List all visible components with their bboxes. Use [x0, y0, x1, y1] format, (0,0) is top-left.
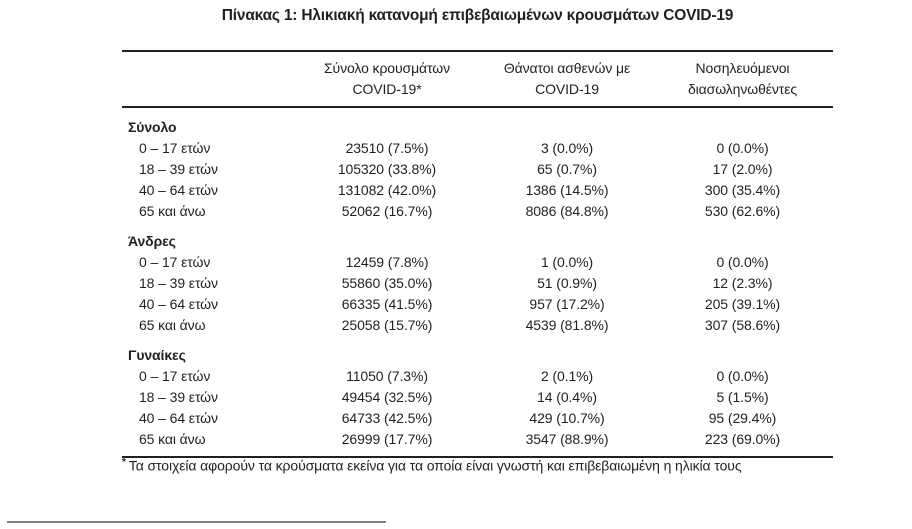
table-header: Σύνολο κρουσμάτων COVID-19* Θάνατοι ασθε…: [122, 50, 833, 108]
data-row: 0 – 17 ετών 23510 (7.5%) 3 (0.0%) 0 (0.0%): [122, 138, 833, 159]
column-header-cases-line2: COVID-19*: [352, 81, 422, 97]
age-group-label: 0 – 17 ετών: [139, 254, 211, 270]
data-row: 40 – 64 ετών 131082 (42.0%) 1386 (14.5%) 30…: [122, 180, 833, 201]
column-header-cases-line1: Σύνολο κρουσμάτων: [323, 60, 451, 76]
intubated-value: 0 (0.0%): [716, 140, 769, 156]
age-group-label: 40 – 64 ετών: [139, 410, 218, 426]
table-header-row: Σύνολο κρουσμάτων COVID-19* Θάνατοι ασθε…: [122, 50, 833, 108]
intubated-value: 530 (62.6%): [704, 203, 781, 219]
age-group-label: 40 – 64 ετών: [139, 182, 218, 198]
footnote-marker: *: [122, 457, 126, 468]
age-group-label: 65 και άνω: [139, 203, 206, 219]
data-row: 18 – 39 ετών 55860 (35.0%) 51 (0.9%) 12 (2.…: [122, 273, 833, 294]
deaths-value: 8086 (84.8%): [525, 203, 609, 219]
footnote: * Τα στοιχεία αφορούν τα κρούσματα εκείνα…: [122, 457, 833, 474]
intubated-value: 95 (29.4%): [708, 410, 777, 426]
table-body: Σύνολο 0 – 17 ετών 23510 (7.5%) 3 (0.0%) 0 (…: [122, 107, 833, 458]
deaths-value: 4539 (81.8%): [525, 317, 609, 333]
intubated-value: 12 (2.3%): [712, 275, 773, 291]
age-group-label: 18 – 39 ετών: [139, 275, 218, 291]
data-row: 65 και άνω 52062 (16.7%) 8086 (84.8%) 530 (…: [122, 201, 833, 222]
cases-value: 49454 (32.5%): [341, 389, 433, 405]
data-row: 0 – 17 ετών 12459 (7.8%) 1 (0.0%) 0 (0.0%): [122, 252, 833, 273]
intubated-value: 0 (0.0%): [716, 254, 769, 270]
column-header-intubated: Νοσηλευόμενοι διασωληνωθέντες: [652, 50, 833, 108]
cases-value: 131082 (42.0%): [337, 182, 437, 198]
footer-separator-line: [7, 521, 386, 523]
cases-value: 23510 (7.5%): [345, 140, 429, 156]
data-row: 18 – 39 ετών 49454 (32.5%) 14 (0.4%) 5 (1.5…: [122, 387, 833, 408]
deaths-value: 65 (0.7%): [537, 161, 597, 177]
column-header-intubated-line1: Νοσηλευόμενοι: [695, 60, 790, 76]
section-label: Άνδρες: [128, 233, 176, 249]
cases-value: 11050 (7.3%): [346, 368, 428, 384]
intubated-value: 17 (2.0%): [712, 161, 773, 177]
footnote-text: Τα στοιχεία αφορούν τα κρούσματα εκείνα …: [128, 457, 742, 474]
section-label: Γυναίκες: [128, 347, 186, 363]
intubated-value: 223 (69.0%): [652, 429, 833, 458]
data-row: 18 – 39 ετών 105320 (33.8%) 65 (0.7%) 17 (2…: [122, 159, 833, 180]
age-group-label: 0 – 17 ετών: [139, 368, 211, 384]
age-group-label: 18 – 39 ετών: [139, 389, 218, 405]
data-row: 65 και άνω 26999 (17.7%) 3547 (88.9%) 223 (…: [122, 429, 833, 458]
cases-value: 12459 (7.8%): [345, 254, 429, 270]
deaths-value: 3 (0.0%): [540, 140, 594, 156]
intubated-value: 307 (58.6%): [704, 317, 781, 333]
column-header-deaths-line1: Θάνατοι ασθενών με: [503, 60, 631, 76]
cases-value: 66335 (41.5%): [341, 296, 433, 312]
cases-value: 25058 (15.7%): [341, 317, 433, 333]
age-group-label: 65 και άνω: [122, 429, 292, 458]
deaths-value: 14 (0.4%): [537, 389, 597, 405]
column-header-intubated-line2: διασωληνωθέντες: [687, 81, 798, 97]
deaths-value: 51 (0.9%): [537, 275, 597, 291]
data-row: 40 – 64 ετών 66335 (41.5%) 957 (17.2%) 205 …: [122, 294, 833, 315]
cases-value: 64733 (42.5%): [341, 410, 433, 426]
data-row: 0 – 17 ετών 11050 (7.3%) 2 (0.1%) 0 (0.0%): [122, 366, 833, 387]
intubated-value: 5 (1.5%): [716, 389, 769, 405]
age-group-label: 18 – 39 ετών: [139, 161, 218, 177]
deaths-value: 957 (17.2%): [529, 296, 605, 312]
table-title: Πίνακας 1: Ηλικιακή κατανομή επιβεβαιωμέ…: [221, 7, 734, 24]
cases-value: 55860 (35.0%): [341, 275, 433, 291]
section-label: Σύνολο: [128, 119, 177, 135]
column-header-deaths: Θάνατοι ασθενών με COVID-19: [482, 50, 652, 108]
age-group-label: 40 – 64 ετών: [139, 296, 218, 312]
intubated-value: 300 (35.4%): [704, 182, 781, 198]
column-header-cases: Σύνολο κρουσμάτων COVID-19*: [292, 50, 482, 108]
column-header-deaths-line2: COVID-19: [535, 81, 599, 97]
section-header-row: Άνδρες: [122, 222, 833, 252]
section-header-row: Γυναίκες: [122, 336, 833, 366]
cases-value: 52062 (16.7%): [341, 203, 433, 219]
column-header-blank: [122, 50, 292, 108]
cases-value: 105320 (33.8%): [337, 161, 437, 177]
section-header-row: Σύνολο: [122, 107, 833, 138]
intubated-value: 0 (0.0%): [716, 368, 769, 384]
data-row: 40 – 64 ετών 64733 (42.5%) 429 (10.7%) 95 (…: [122, 408, 833, 429]
intubated-value: 205 (39.1%): [704, 296, 781, 312]
data-row: 65 και άνω 25058 (15.7%) 4539 (81.8%) 307 (…: [122, 315, 833, 336]
deaths-value: 1386 (14.5%): [525, 182, 609, 198]
age-group-label: 0 – 17 ετών: [139, 140, 211, 156]
deaths-value: 1 (0.0%): [540, 254, 594, 270]
deaths-value: 3547 (88.9%): [482, 429, 652, 458]
covid-age-distribution-table: Σύνολο κρουσμάτων COVID-19* Θάνατοι ασθε…: [122, 50, 833, 458]
age-group-label: 65 και άνω: [139, 317, 206, 333]
deaths-value: 429 (10.7%): [529, 410, 605, 426]
deaths-value: 2 (0.1%): [540, 368, 594, 384]
cases-value: 26999 (17.7%): [292, 429, 482, 458]
